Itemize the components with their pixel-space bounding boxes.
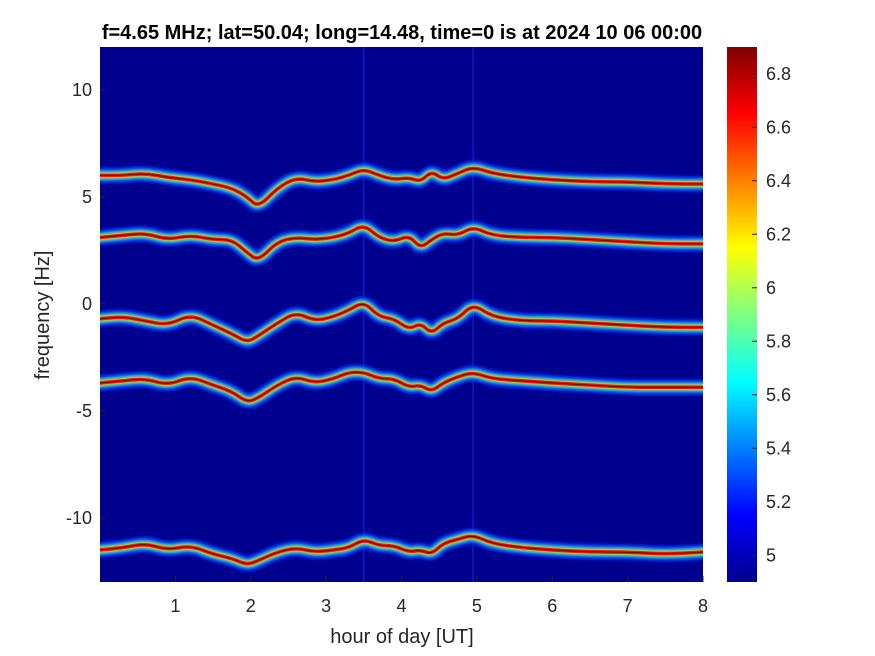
trace-band-4 bbox=[100, 528, 703, 572]
y-axis-label: frequency [Hz] bbox=[32, 251, 54, 380]
x-tick-label-7: 8 bbox=[698, 596, 708, 616]
y-tick-label-4: 10 bbox=[72, 80, 92, 100]
x-tick-label-0: 1 bbox=[170, 596, 180, 616]
y-axis: -10 -5 0 5 10 bbox=[66, 80, 106, 528]
colorbar bbox=[727, 47, 757, 582]
trace-1-layer-4 bbox=[100, 226, 703, 259]
colorbar-tick-label-3: 5.6 bbox=[766, 385, 791, 405]
spectral-traces bbox=[100, 160, 703, 572]
y-tick-label-1: -5 bbox=[76, 401, 92, 421]
x-axis-label: hour of day [UT] bbox=[330, 626, 473, 648]
x-tick-label-2: 3 bbox=[321, 596, 331, 616]
colorbar-tick-label-8: 6.6 bbox=[766, 117, 791, 137]
x-tick-label-1: 2 bbox=[246, 596, 256, 616]
x-tick-label-3: 4 bbox=[396, 596, 406, 616]
y-tick-label-3: 5 bbox=[82, 187, 92, 207]
x-tick-label-5: 6 bbox=[547, 596, 557, 616]
colorbar-axis: 5 5.2 5.4 5.6 5.8 6 6.2 6.4 6.6 6.8 bbox=[752, 64, 791, 565]
x-tick-label-4: 5 bbox=[472, 596, 482, 616]
trace-0-layer-4 bbox=[100, 167, 703, 205]
colorbar-tick-label-9: 6.8 bbox=[766, 64, 791, 84]
colorbar-tick-label-5: 6 bbox=[766, 278, 776, 298]
x-axis: 1 2 3 4 5 6 7 8 bbox=[170, 576, 708, 616]
colorbar-tick-label-6: 6.2 bbox=[766, 224, 791, 244]
y-tick-label-0: -10 bbox=[66, 508, 92, 528]
colorbar-tick-label-4: 5.8 bbox=[766, 331, 791, 351]
trace-2-layer-4 bbox=[100, 303, 703, 342]
trace-band-3 bbox=[100, 364, 703, 409]
trace-3-layer-4 bbox=[100, 371, 703, 402]
trace-4-layer-4 bbox=[100, 535, 703, 565]
trace-band-2 bbox=[100, 296, 703, 349]
y-tick-label-2: 0 bbox=[82, 294, 92, 314]
x-tick-label-6: 7 bbox=[623, 596, 633, 616]
colorbar-tick-label-7: 6.4 bbox=[766, 171, 791, 191]
colorbar-tick-label-1: 5.2 bbox=[766, 492, 791, 512]
trace-band-1 bbox=[100, 219, 703, 266]
chart-title: f=4.65 MHz; lat=50.04; long=14.48, time=… bbox=[102, 22, 702, 44]
colorbar-tick-label-0: 5 bbox=[766, 545, 776, 565]
colorbar-tick-label-2: 5.4 bbox=[766, 438, 791, 458]
trace-band-0 bbox=[100, 160, 703, 213]
